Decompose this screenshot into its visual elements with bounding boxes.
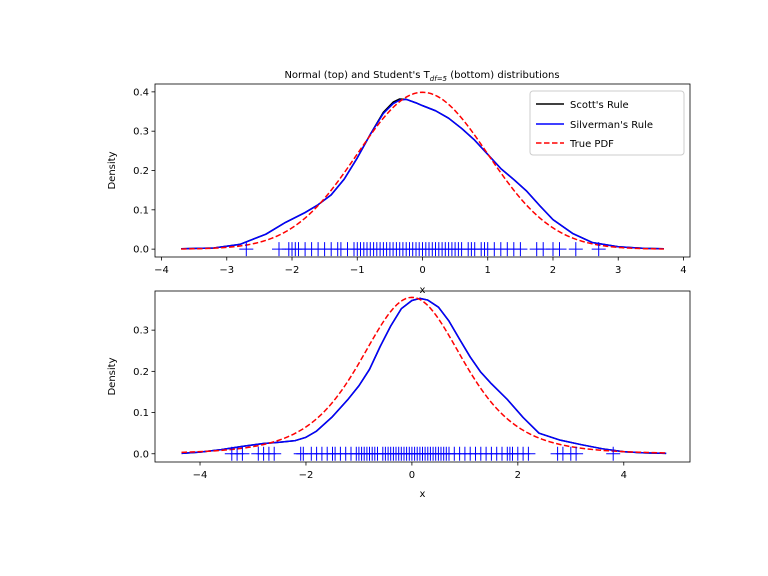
bottom-rug-mark [606, 446, 621, 461]
bottom-x-tick: −4 [193, 462, 208, 481]
top-series-layer [181, 91, 664, 250]
top-x-tick-label: −3 [219, 265, 234, 276]
top-x-tick-label: −2 [285, 265, 300, 276]
top-y-tick-label: 0.3 [133, 127, 149, 138]
top-x-tick-label: −1 [350, 265, 365, 276]
legend-label-silverman: Silverman's Rule [570, 120, 653, 131]
top-x-tick: −4 [154, 257, 169, 276]
top-x-tick-label: 1 [485, 265, 491, 276]
top-y-axis: 0.0 0.1 0.2 0.3 0.4 [133, 87, 155, 256]
top-x-tick: −1 [350, 257, 365, 276]
top-x-tick-label: −4 [154, 265, 169, 276]
bottom-y-axis-label: Density [107, 357, 118, 395]
top-x-tick: 0 [419, 257, 426, 276]
bottom-y-tick-label: 0.3 [133, 326, 149, 337]
bottom-rug-mark [267, 446, 282, 461]
top-y-tick: 0.1 [133, 205, 155, 216]
top-x-tick-label: 4 [680, 265, 686, 276]
top-x-tick-label: 2 [550, 265, 556, 276]
bottom-y-tick-label: 0.1 [133, 408, 149, 419]
bottom-x-tick-label: −2 [299, 470, 314, 481]
bottom-x-tick-label: 2 [515, 470, 521, 481]
bottom-x-tick: 0 [409, 462, 415, 481]
top-y-tick: 0.4 [133, 87, 155, 98]
chart-title: Normal (top) and Student's Tdf=5 (bottom… [284, 70, 559, 83]
top-x-axis-label: x [420, 285, 426, 296]
bottom-x-tick: 2 [515, 462, 521, 481]
bottom-y-tick: 0.1 [133, 408, 155, 419]
top-x-tick: 2 [550, 257, 556, 276]
top-series-silverman-s-rule [181, 98, 664, 250]
bottom-y-tick-label: 0.2 [133, 367, 149, 378]
top-y-tick: 0.0 [133, 245, 155, 256]
top-y-tick-label: 0.0 [133, 245, 149, 256]
top-rug-mark [568, 242, 583, 257]
top-x-tick-label: 0 [419, 265, 425, 276]
bottom-y-tick: 0.0 [133, 449, 155, 460]
top-x-tick-label: 3 [615, 265, 621, 276]
bottom-rug-mark [235, 446, 250, 461]
top-y-tick: 0.3 [133, 127, 155, 138]
legend-label-true-pdf: True PDF [569, 139, 614, 150]
top-x-tick: 1 [485, 257, 491, 276]
bottom-x-tick-label: −4 [193, 470, 208, 481]
top-rug-mark [513, 242, 528, 257]
bottom-x-tick: −2 [299, 462, 314, 481]
top-y-tick-label: 0.4 [133, 87, 149, 98]
bottom-axes-frame [154, 290, 691, 463]
bottom-axes: −4 −2 0 2 4 0.0 0.1 0.2 0.3 x Density [107, 290, 691, 500]
top-y-axis-label: Density [107, 151, 118, 189]
bottom-x-axis-label: x [420, 489, 426, 500]
top-x-tick: 4 [680, 257, 687, 276]
bottom-x-tick: 4 [621, 462, 627, 481]
top-y-tick-label: 0.1 [133, 205, 149, 216]
bottom-rug-mark [569, 446, 584, 461]
top-rug-mark [591, 242, 606, 257]
bottom-y-tick-label: 0.0 [133, 449, 149, 460]
top-series-true-pdf [181, 91, 664, 250]
bottom-y-axis: 0.0 0.1 0.2 0.3 [133, 326, 155, 460]
top-y-tick-label: 0.2 [133, 166, 149, 177]
bottom-series-true-pdf [181, 296, 667, 454]
bottom-y-tick: 0.3 [133, 326, 155, 337]
top-x-axis: −4 −3 −2 −1 0 1 2 3 4 [154, 257, 687, 276]
bottom-x-tick-label: 4 [621, 470, 627, 481]
legend-label-scott: Scott's Rule [570, 100, 629, 111]
bottom-y-tick: 0.2 [133, 367, 155, 378]
top-rug-layer [239, 242, 606, 257]
bottom-rug-mark [521, 446, 536, 461]
top-rug-mark [552, 242, 567, 257]
legend: Scott's Rule Silverman's Rule True PDF [529, 90, 685, 156]
bottom-rug-layer [224, 446, 621, 461]
top-x-tick: 3 [615, 257, 621, 276]
bottom-x-axis: −4 −2 0 2 4 [193, 462, 627, 481]
legend-box [529, 90, 685, 156]
top-y-tick: 0.2 [133, 166, 155, 177]
top-rug-mark [239, 242, 254, 257]
bottom-series-silverman-s-rule [181, 297, 667, 455]
top-x-tick: −3 [219, 257, 234, 276]
bottom-series-layer [181, 296, 667, 455]
top-axes: −4 −3 −2 −1 0 1 2 3 4 0.00.10.20.30.4 x Density … [107, 83, 691, 296]
bottom-x-tick-label: 0 [409, 470, 415, 481]
top-x-tick: −2 [285, 257, 300, 276]
